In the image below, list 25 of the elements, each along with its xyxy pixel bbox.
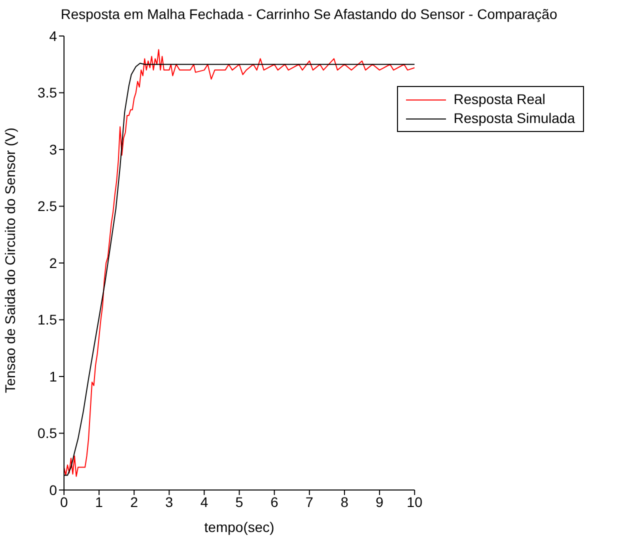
x-tick-label: 5 — [235, 494, 244, 510]
x-axis-title: tempo(sec) — [204, 519, 274, 535]
x-tick-label: 3 — [165, 494, 174, 510]
y-tick-label: 2 — [49, 254, 58, 271]
x-tick-label: 9 — [376, 494, 384, 510]
x-tick-label: 6 — [270, 494, 278, 510]
y-tick-label: 2.5 — [38, 198, 58, 214]
x-tick-label: 1 — [95, 494, 104, 510]
y-tick-label: 3.5 — [38, 84, 58, 101]
y-tick-label: 0.5 — [38, 425, 58, 442]
legend-label: Resposta Simulada — [454, 109, 575, 128]
y-axis-title: Tensao de Saida do Circuito do Sensor (V) — [2, 128, 18, 393]
x-tick-label: 0 — [60, 494, 68, 510]
y-tick-label: 1.5 — [38, 312, 58, 328]
legend-label: Resposta Real — [454, 90, 546, 109]
x-tick-label: 7 — [306, 494, 314, 510]
chart-title: Resposta em Malha Fechada - Carrinho Se Afastando do Sensor - Comparação — [60, 6, 558, 22]
x-tick-label: 8 — [340, 494, 349, 510]
x-tick-label: 10 — [406, 494, 423, 510]
y-tick-label: 0 — [49, 482, 58, 498]
x-tick-label: 4 — [200, 494, 208, 510]
y-tick-label: 1 — [49, 368, 58, 384]
y-tick-label: 3 — [49, 141, 58, 158]
x-tick-label: 2 — [130, 494, 138, 510]
y-tick-label: 4 — [49, 28, 58, 44]
